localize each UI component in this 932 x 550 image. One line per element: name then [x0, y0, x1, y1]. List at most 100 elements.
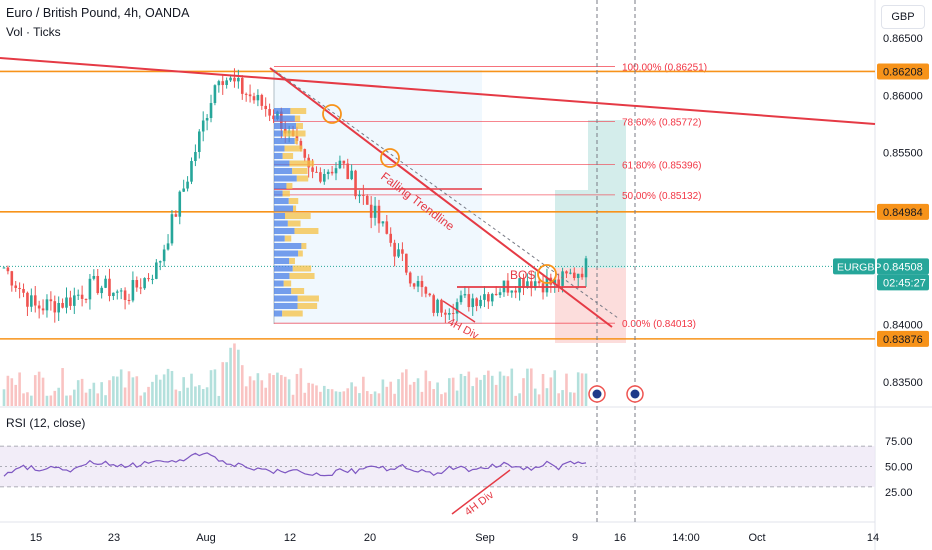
vp-bar-buy	[274, 168, 293, 174]
volume-bar	[537, 394, 541, 406]
volume-bar	[569, 392, 572, 406]
volume-bar	[420, 391, 424, 406]
candle-body	[225, 80, 228, 85]
volume-bar	[6, 375, 10, 406]
candle-body	[311, 167, 314, 172]
candle-body	[80, 294, 84, 299]
bos-label: BOS	[510, 268, 535, 282]
volume-bar	[365, 391, 369, 406]
candle-body	[22, 288, 25, 293]
currency-button[interactable]: GBP	[881, 5, 925, 29]
candle-body	[420, 281, 424, 288]
volume-bar	[73, 389, 76, 406]
vp-bar-sell	[286, 183, 293, 189]
volume-bar	[319, 391, 322, 406]
volume-bar	[416, 378, 420, 406]
long-trendline	[0, 57, 876, 125]
candle-body	[33, 295, 37, 306]
candle-body	[350, 170, 353, 180]
volume-bar	[61, 368, 64, 406]
touch-circle-2	[537, 264, 557, 284]
candle-body	[201, 120, 205, 132]
volume-bar	[108, 380, 111, 406]
candle-body	[186, 181, 189, 189]
volume-bar	[65, 395, 68, 406]
candle-body	[518, 278, 521, 293]
volume-bar	[561, 390, 564, 406]
candle-body	[119, 290, 123, 292]
candle-body	[14, 285, 18, 288]
candle-body	[76, 294, 80, 296]
volume-bar	[455, 390, 459, 406]
candle-body	[557, 279, 560, 286]
time-tick-10: 14	[867, 532, 879, 544]
volume-bar	[139, 395, 143, 406]
volume-bar	[201, 389, 205, 406]
candle-body	[572, 272, 576, 278]
candle-body	[84, 298, 88, 300]
symbol-tag: EURGBP	[837, 261, 881, 273]
volume-bar	[69, 395, 72, 406]
candle-body	[194, 152, 197, 162]
candle-body	[315, 171, 318, 173]
candle-body	[553, 279, 557, 285]
volume-bar	[143, 392, 146, 406]
price-label-bg-3	[877, 274, 929, 291]
volume-bar	[424, 370, 428, 406]
volume-bar	[444, 392, 447, 406]
candle-body	[322, 174, 326, 182]
volume-bar	[248, 376, 252, 406]
price-label-bg-1	[877, 203, 929, 220]
time-tick-1: 23	[108, 532, 120, 544]
candle-body	[123, 290, 127, 300]
vp-bar-buy	[274, 288, 292, 294]
vp-bar-buy	[274, 280, 284, 287]
candle-body	[440, 299, 443, 313]
volume-bar	[194, 386, 197, 406]
volume-bar	[104, 395, 107, 406]
volume-bar	[155, 374, 158, 406]
vp-bar-buy	[274, 175, 297, 182]
vp-bar-buy	[274, 220, 288, 227]
volume-bar	[463, 376, 467, 406]
volume-bar	[381, 379, 385, 406]
candle-body	[389, 233, 392, 243]
candle-body	[268, 109, 271, 116]
volume-bar	[49, 395, 53, 406]
position-profit-box	[555, 190, 588, 268]
vp-bar-buy	[274, 130, 283, 137]
volume-bar	[229, 347, 232, 406]
volume-bar	[147, 386, 150, 406]
volume-bar	[389, 381, 392, 406]
volume-bar	[217, 395, 221, 406]
vp-bar-buy	[274, 123, 297, 129]
volume-bar	[549, 377, 553, 406]
candle-body	[487, 294, 490, 302]
candle-body	[569, 272, 572, 274]
volume-bar	[112, 376, 115, 406]
volume-bar	[467, 371, 471, 406]
candle-body	[444, 312, 447, 315]
candle-body	[198, 131, 201, 153]
dashed-trendline	[273, 69, 619, 319]
time-tick-6: 9	[572, 532, 578, 544]
volume-bar	[553, 370, 557, 406]
time-tick-8: 14:00	[672, 532, 700, 544]
volume-bar	[354, 386, 357, 406]
vp-bar-buy	[274, 108, 291, 114]
volume-bar	[373, 391, 377, 406]
candle-body	[96, 275, 100, 294]
div-price-line	[442, 300, 476, 323]
volume-bar	[358, 393, 361, 406]
vp-bar-buy	[274, 198, 289, 204]
candle-body	[471, 298, 475, 308]
volume-bar	[393, 393, 396, 406]
candle-body	[408, 272, 412, 284]
price-label-4: 0.83876	[883, 334, 923, 346]
candle-body	[256, 94, 260, 101]
vp-bar-sell	[294, 138, 298, 144]
time-tick-7: 16	[614, 532, 626, 544]
price-tick-5: 0.83500	[883, 377, 923, 389]
volume-bar	[334, 391, 338, 406]
candle-body	[88, 278, 92, 300]
